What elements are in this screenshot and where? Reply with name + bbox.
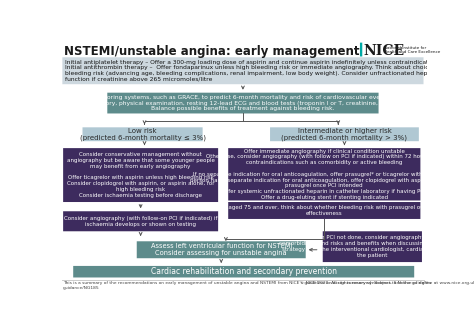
- Text: Assess left ventricular function for NSTEMI
Consider assessing for unstable angi: Assess left ventricular function for NST…: [151, 243, 292, 256]
- Text: NSTEMI/unstable angina: early management: NSTEMI/unstable angina: early management: [64, 45, 359, 58]
- Text: If follow-on PCI not done, consider angiography findings,
comorbidities and risk: If follow-on PCI not done, consider angi…: [279, 236, 465, 258]
- Text: © NICE 2020. All rights reserved. Subject to Notice of rights: © NICE 2020. All rights reserved. Subjec…: [300, 281, 431, 285]
- FancyBboxPatch shape: [228, 202, 420, 219]
- Text: Cardiac rehabilitation and secondary prevention: Cardiac rehabilitation and secondary pre…: [151, 267, 337, 276]
- FancyBboxPatch shape: [323, 231, 422, 262]
- FancyBboxPatch shape: [63, 211, 218, 231]
- FancyBboxPatch shape: [107, 93, 379, 114]
- Text: Use established risk scoring systems, such as GRACE, to predict 6-month mortalit: Use established risk scoring systems, su…: [34, 95, 452, 111]
- Text: Intermediate or higher risk
(predicted 6-month mortality > 3%): Intermediate or higher risk (predicted 6…: [282, 127, 408, 141]
- Text: Initial antiplatelet therapy – Offer a 300-mg loading dose of aspirin and contin: Initial antiplatelet therapy – Offer a 3…: [65, 59, 474, 82]
- Text: Low risk
(predicted 6-month mortality ≤ 3%): Low risk (predicted 6-month mortality ≤ …: [80, 127, 206, 141]
- FancyBboxPatch shape: [82, 127, 202, 141]
- Text: Offer immediate angiography if clinical condition unstable
Otherwise, consider a: Offer immediate angiography if clinical …: [190, 149, 459, 200]
- FancyBboxPatch shape: [63, 57, 423, 84]
- Text: Consider angiography (with follow-on PCI if indicated) if
ischaemia develops or : Consider angiography (with follow-on PCI…: [64, 216, 218, 227]
- FancyBboxPatch shape: [137, 241, 306, 258]
- Text: National Institute for
Health and Care Excellence: National Institute for Health and Care E…: [384, 46, 440, 54]
- FancyBboxPatch shape: [63, 148, 218, 202]
- Text: This is a summary of the recommendations on early management of unstable angina : This is a summary of the recommendations…: [63, 281, 474, 290]
- FancyBboxPatch shape: [73, 266, 414, 278]
- Text: NICE: NICE: [363, 44, 404, 58]
- FancyBboxPatch shape: [228, 148, 420, 201]
- FancyBboxPatch shape: [360, 43, 362, 56]
- Text: Consider conservative management without
angiography but be aware that some youn: Consider conservative management without…: [67, 152, 215, 198]
- Text: *For people aged 75 and over, think about whether bleeding risk with prasugrel o: *For people aged 75 and over, think abou…: [195, 205, 454, 216]
- FancyBboxPatch shape: [270, 127, 419, 141]
